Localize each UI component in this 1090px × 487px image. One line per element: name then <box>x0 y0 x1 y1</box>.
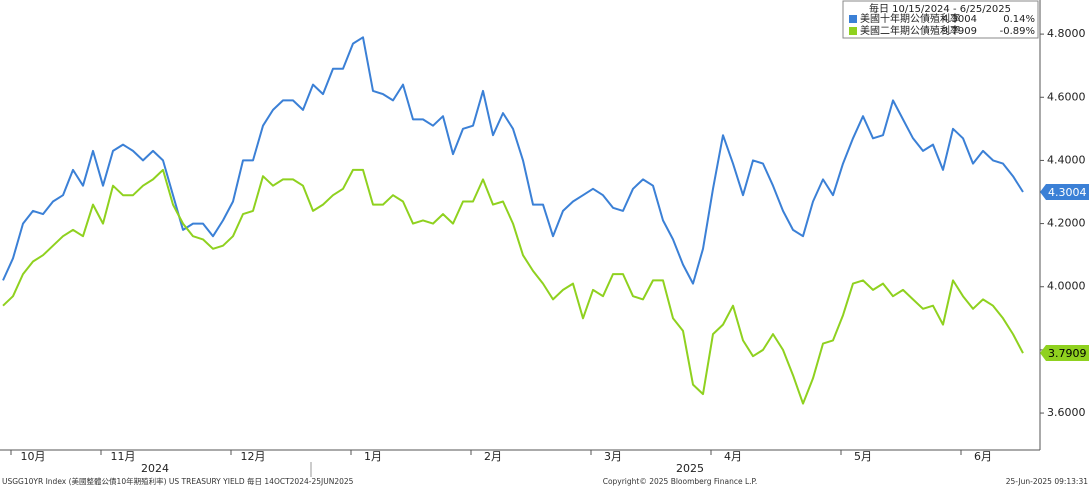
legend-change: 0.14% <box>1003 14 1035 25</box>
x-tick-label: 10月 <box>21 450 46 463</box>
value-tag-label: 4.3004 <box>1048 186 1087 199</box>
x-tick-label: 4月 <box>724 450 742 463</box>
legend-change: -0.89% <box>1000 26 1035 37</box>
value-tag <box>1040 184 1089 200</box>
footer-left: USGG10YR Index (美國整體公債10年期殖利率) US TREASU… <box>2 476 354 486</box>
y-tick-label: 4.8000 <box>1047 27 1086 40</box>
legend-value: 3.7909 <box>942 26 977 37</box>
x-tick-label: 1月 <box>364 450 382 463</box>
value-tag <box>1040 345 1089 362</box>
legend-swatch <box>849 27 857 35</box>
y-tick-label: 4.6000 <box>1047 90 1086 103</box>
y-tick-label: 4.4000 <box>1047 153 1086 166</box>
x-tick-label: 5月 <box>854 450 872 463</box>
series-line <box>2 36 1024 285</box>
legend-header: 毎日 10/15/2024 - 6/25/2025 <box>869 2 1011 15</box>
year-label: 2025 <box>676 462 704 475</box>
year-label: 2024 <box>141 462 169 475</box>
value-tag-label: 3.7909 <box>1048 347 1087 360</box>
legend-label: 美國十年期公債殖利率 <box>860 12 960 25</box>
legend-box <box>842 0 1039 39</box>
series-line <box>2 168 1024 405</box>
footer-right: 25-Jun-2025 09:13:31 <box>1006 477 1088 486</box>
x-tick-label: 11月 <box>111 450 136 463</box>
y-tick-label: 4.2000 <box>1047 217 1086 230</box>
y-tick-label: 4.0000 <box>1047 280 1086 293</box>
x-tick-label: 3月 <box>604 450 622 463</box>
legend-swatch <box>849 15 857 23</box>
x-tick-label: 12月 <box>241 450 266 463</box>
legend-value: 4.3004 <box>942 14 977 25</box>
footer-center: Copyright© 2025 Bloomberg Finance L.P. <box>603 477 758 486</box>
x-tick-label: 2月 <box>484 450 502 463</box>
y-tick-label: 3.6000 <box>1047 406 1086 419</box>
x-tick-label: 6月 <box>974 450 992 463</box>
legend-label: 美國二年期公債殖利率 <box>860 24 960 37</box>
